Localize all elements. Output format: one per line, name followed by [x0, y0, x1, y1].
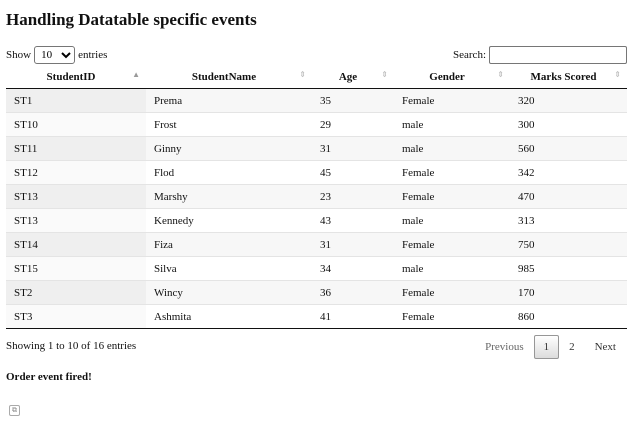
cell-age: 23 [312, 184, 394, 209]
show-label: Show [6, 49, 32, 61]
previous-button[interactable]: Previous [485, 341, 524, 353]
page-button-2[interactable]: 2 [569, 341, 575, 353]
next-button[interactable]: Next [594, 341, 616, 353]
table-row: ST2 Wincy 36 Female 170 [6, 280, 627, 305]
cell-age: 34 [312, 256, 394, 281]
cell-age: 36 [312, 280, 394, 305]
cell-marks: 320 [510, 88, 627, 113]
cell-gender: Female [394, 304, 510, 329]
column-header-studentname[interactable]: StudentName ⇕ [146, 66, 312, 89]
event-message: Order event fired! [6, 371, 92, 383]
column-header-gender[interactable]: Gender ⇕ [394, 66, 510, 89]
cell-gender: Female [394, 160, 510, 185]
cell-age: 45 [312, 160, 394, 185]
cell-marks: 342 [510, 160, 627, 185]
cell-studentname: Prema [146, 88, 312, 113]
sort-both-icon: ⇕ [381, 70, 388, 79]
entries-label: entries [78, 49, 108, 61]
cell-studentname: Wincy [146, 280, 312, 305]
cell-gender: male [394, 256, 510, 281]
page-title: Handling Datatable specific events [6, 10, 257, 29]
cell-age: 35 [312, 88, 394, 113]
column-header-age[interactable]: Age ⇕ [312, 66, 394, 89]
cell-studentname: Frost [146, 112, 312, 137]
table-row: ST12 Flod 45 Female 342 [6, 160, 627, 185]
copy-icon: ⧉ [9, 405, 20, 416]
cell-age: 43 [312, 208, 394, 233]
cell-gender: Female [394, 88, 510, 113]
cell-studentname: Fiza [146, 232, 312, 257]
cell-studentid: ST12 [6, 160, 146, 185]
search-input[interactable] [489, 46, 627, 64]
sort-asc-icon: ▲ [132, 70, 140, 79]
students-table: StudentID ▲ StudentName ⇕ Age ⇕ Gender ⇕… [6, 66, 627, 329]
cell-gender: Female [394, 184, 510, 209]
cell-gender: Female [394, 232, 510, 257]
cell-marks: 860 [510, 304, 627, 329]
table-info: Showing 1 to 10 of 16 entries [6, 340, 137, 352]
entries-select[interactable]: 102550100 [34, 46, 76, 64]
cell-gender: Female [394, 280, 510, 305]
cell-marks: 750 [510, 232, 627, 257]
cell-studentname: Kennedy [146, 208, 312, 233]
cell-gender: male [394, 136, 510, 161]
cell-studentname: Silva [146, 256, 312, 281]
cell-studentid: ST1 [6, 88, 146, 113]
table-row: ST10 Frost 29 male 300 [6, 112, 627, 137]
cell-gender: male [394, 112, 510, 137]
cell-studentid: ST13 [6, 208, 146, 233]
table-row: ST3 Ashmita 41 Female 860 [6, 304, 627, 329]
table-row: ST13 Kennedy 43 male 313 [6, 208, 627, 233]
header-row: StudentID ▲ StudentName ⇕ Age ⇕ Gender ⇕… [6, 66, 627, 89]
cell-marks: 470 [510, 184, 627, 209]
sort-both-icon: ⇕ [614, 70, 621, 79]
search-control: Search: [453, 46, 627, 64]
cell-marks: 985 [510, 256, 627, 281]
cell-studentid: ST2 [6, 280, 146, 305]
cell-studentid: ST13 [6, 184, 146, 209]
search-label: Search: [453, 49, 486, 61]
table-row: ST1 Prema 35 Female 320 [6, 88, 627, 113]
cell-studentid: ST14 [6, 232, 146, 257]
cell-age: 31 [312, 232, 394, 257]
column-label: Gender [429, 71, 465, 83]
table-row: ST11 Ginny 31 male 560 [6, 136, 627, 161]
column-header-studentid[interactable]: StudentID ▲ [6, 66, 146, 89]
cell-age: 29 [312, 112, 394, 137]
table-row: ST13 Marshy 23 Female 470 [6, 184, 627, 209]
cell-studentname: Ginny [146, 136, 312, 161]
cell-marks: 170 [510, 280, 627, 305]
cell-age: 31 [312, 136, 394, 161]
cell-studentname: Marshy [146, 184, 312, 209]
cell-marks: 560 [510, 136, 627, 161]
column-label: StudentName [191, 71, 257, 83]
cell-age: 41 [312, 304, 394, 329]
cell-studentname: Flod [146, 160, 312, 185]
column-label: Marks Scored [530, 71, 597, 83]
cell-gender: male [394, 208, 510, 233]
length-control: Show 102550100 entries [6, 46, 107, 64]
pagination: Previous 1 2 Next [475, 335, 626, 359]
cell-studentname: Ashmita [146, 304, 312, 329]
cell-marks: 300 [510, 112, 627, 137]
cell-studentid: ST15 [6, 256, 146, 281]
table-row: ST15 Silva 34 male 985 [6, 256, 627, 281]
cell-studentid: ST10 [6, 112, 146, 137]
cell-studentid: ST11 [6, 136, 146, 161]
column-label: StudentID [46, 71, 96, 83]
table-row: ST14 Fiza 31 Female 750 [6, 232, 627, 257]
cell-studentid: ST3 [6, 304, 146, 329]
sort-both-icon: ⇕ [299, 70, 306, 79]
cell-marks: 313 [510, 208, 627, 233]
sort-both-icon: ⇕ [497, 70, 504, 79]
column-label: Age [338, 71, 358, 83]
page-button-1[interactable]: 1 [533, 335, 560, 359]
column-header-marks[interactable]: Marks Scored ⇕ [510, 66, 627, 89]
